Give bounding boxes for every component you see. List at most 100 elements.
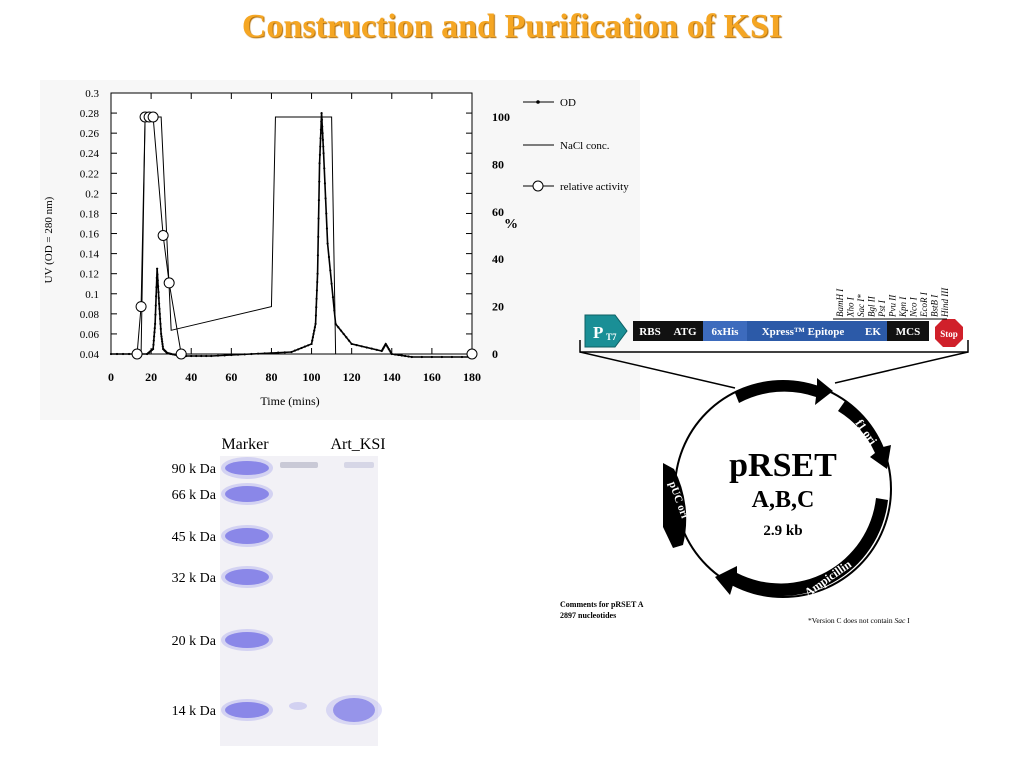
marker-size-labels: 90 k Da 66 k Da 45 k Da 32 k Da 20 k Da 14 k … (172, 462, 217, 719)
marker-band (225, 486, 269, 502)
restriction-site: EcoR I (919, 291, 929, 318)
y-tick-label: 0.1 (85, 289, 99, 301)
od-point (313, 329, 316, 332)
y-tick-label: 0.16 (80, 229, 100, 241)
od-point (314, 322, 317, 325)
od-point (156, 273, 159, 276)
footnote: *Version C does not contain Sac I (808, 616, 910, 625)
od-point (156, 279, 159, 282)
slide-title: Construction and Purification of KSI (241, 8, 783, 45)
od-point (389, 351, 392, 354)
od-point (153, 335, 156, 338)
stop-label: Stop (940, 329, 958, 339)
od-point (345, 336, 348, 339)
od-point (323, 182, 327, 185)
x-axis-label: Time (mins) (260, 394, 319, 408)
y-tick-label: 0.22 (80, 168, 99, 180)
od-point (325, 212, 328, 215)
gel-image (220, 456, 378, 746)
od-point (342, 332, 345, 336)
od-point (300, 346, 303, 350)
od-point (190, 354, 193, 358)
od-point (153, 331, 156, 334)
legend-activity: relative activity (560, 181, 629, 193)
y-tick-label: 0.26 (80, 128, 100, 140)
od-point (316, 272, 319, 275)
od-point (460, 355, 464, 359)
od-point (387, 347, 390, 351)
y2-tick-label: 80 (492, 157, 504, 171)
stop-sign (935, 319, 963, 347)
marker-size-label: 32 k Da (172, 571, 217, 586)
marker-band (225, 528, 269, 544)
od-point (158, 302, 161, 305)
od-point (450, 355, 454, 359)
lane-label-sample: Art_KSI (330, 436, 385, 453)
comments-line-2: 2897 nucleotides (560, 611, 616, 620)
marker-size-label: 90 k Da (172, 462, 217, 477)
restriction-site: Nco I (909, 296, 919, 318)
x-tick-label: 120 (343, 370, 361, 384)
od-point (160, 332, 163, 336)
ampicillin-arrow (715, 498, 888, 597)
od-point (303, 345, 306, 348)
od-point (360, 345, 363, 348)
y-tick-label: 0.2 (85, 188, 99, 200)
y2-ticks: 0 20 40 60 80 100 (492, 110, 510, 361)
od-point (155, 285, 158, 289)
od-point (293, 349, 296, 352)
marker-band (225, 632, 269, 648)
activity-point (175, 348, 187, 360)
od-point (320, 120, 323, 123)
od-point (404, 354, 407, 358)
x-tick-label: 60 (225, 370, 237, 384)
od-point (310, 342, 313, 346)
od-point (157, 290, 160, 294)
od-point (316, 254, 320, 257)
activity-point (147, 111, 159, 123)
lane-label-marker: Marker (221, 436, 269, 453)
od-point (388, 349, 391, 352)
marker-size-label: 66 k Da (172, 488, 217, 503)
od-point (430, 355, 433, 359)
svg-text:T7: T7 (606, 332, 617, 342)
od-point (161, 345, 164, 348)
od-point (210, 354, 213, 358)
od-point (223, 354, 226, 357)
ampicillin-label: Ampicillin (802, 557, 855, 600)
y2-tick-label: 40 (492, 252, 504, 266)
ksi-band (333, 698, 375, 722)
od-point (320, 111, 323, 115)
od-point (407, 355, 410, 358)
od-point (317, 198, 321, 202)
marker-band (225, 461, 269, 475)
restriction-site: Hind III (940, 287, 950, 318)
x-tick-label: 160 (423, 370, 441, 384)
od-point (326, 242, 329, 245)
x-tick-label: 0 (108, 370, 114, 384)
od-point (321, 138, 325, 141)
marker-size-label: 45 k Da (172, 530, 217, 545)
restriction-site: Bgl II (867, 295, 877, 317)
svg-text:P: P (593, 323, 603, 342)
od-point (156, 267, 159, 270)
legend: OD NaCl conc. relative activity (523, 97, 629, 193)
legend-nacl: NaCl conc. (560, 140, 610, 152)
od-point (365, 346, 368, 349)
plot-area (110, 92, 473, 355)
y-tick-label: 0.3 (85, 88, 99, 100)
od-point (385, 344, 388, 347)
x-tick-label: 140 (383, 370, 401, 384)
x-tick-label: 80 (265, 370, 277, 384)
x-tick-label: 20 (145, 370, 157, 384)
y-tick-label: 0.08 (80, 309, 100, 321)
od-point (318, 162, 321, 165)
x-tick-label: 180 (463, 370, 481, 384)
od-point (158, 312, 161, 315)
od-point (327, 255, 331, 259)
od-point (330, 282, 333, 285)
od-point (160, 337, 163, 341)
od-point (313, 326, 316, 329)
marker-bands (221, 457, 273, 721)
